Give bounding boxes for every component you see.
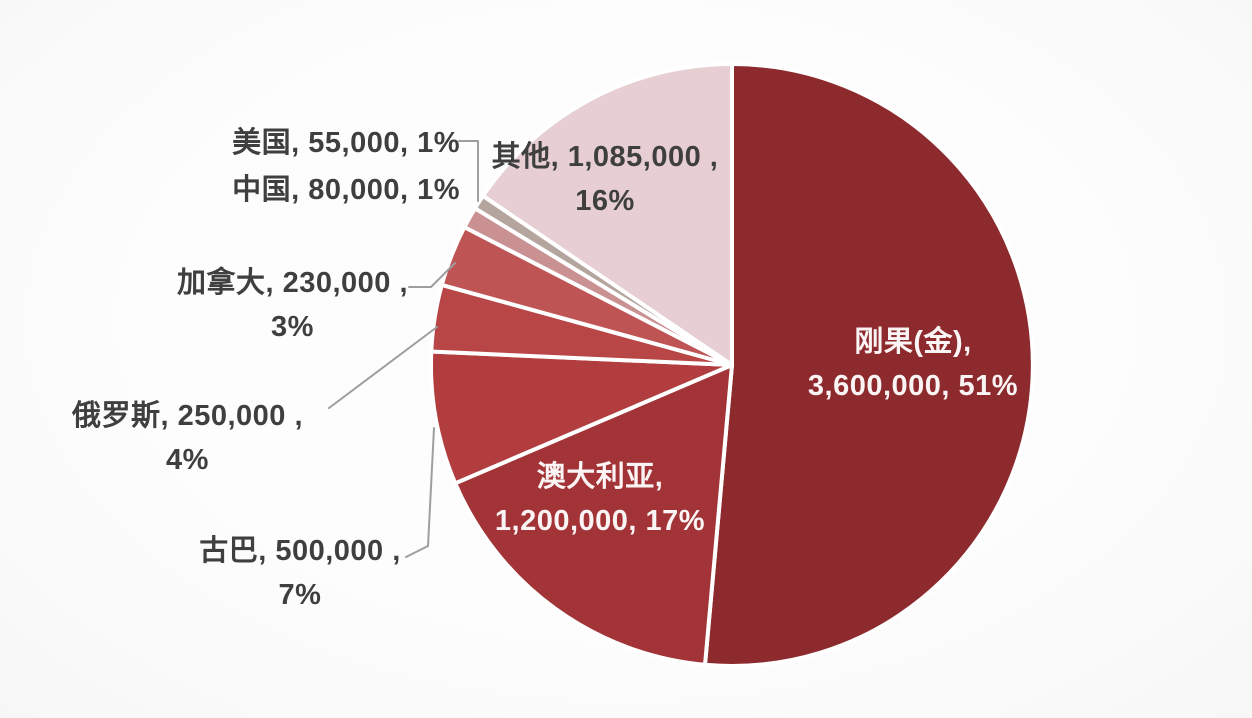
- slice-label-others-line2: 16%: [575, 184, 635, 217]
- slice-label-russia-line2: 4%: [166, 443, 209, 476]
- leader-line-cuba: [405, 427, 435, 558]
- slice-label-australia-line2: 1,200,000, 17%: [494, 504, 706, 537]
- pie-slice-7: [481, 62, 734, 367]
- slice-label-congo-line1: 刚果(金),: [854, 326, 972, 358]
- slice-label-others-line1: 其他, 1,085,000 ,: [491, 141, 719, 173]
- slice-label-canada-line1: 加拿大, 230,000 ,: [176, 267, 409, 299]
- pie-slice-1: [453, 363, 734, 667]
- pie-wedges: [428, 62, 1035, 668]
- slice-label-cuba: 古巴, 500,000 , 7%: [170, 530, 430, 617]
- leader-lines: [328, 140, 479, 558]
- slice-label-congo-line2: 3,600,000, 51%: [807, 369, 1019, 402]
- pie-slice-0: [703, 62, 1035, 668]
- slice-label-china-line1: 中国, 80,000, 1%: [232, 174, 460, 206]
- pie-slice-2: [428, 349, 734, 486]
- slice-label-australia: 澳大利亚, 1,200,000, 17%: [468, 456, 732, 543]
- slice-label-cuba-line1: 古巴, 500,000 ,: [199, 535, 401, 567]
- leader-line-canada: [408, 262, 456, 288]
- leader-line-russia: [328, 326, 438, 409]
- slice-label-usa: 美国, 55,000, 1%: [205, 122, 460, 166]
- slice-label-canada-line2: 3%: [271, 310, 314, 343]
- slice-label-others: 其他, 1,085,000 , 16%: [473, 136, 737, 223]
- slice-label-usa-line1: 美国, 55,000, 1%: [232, 127, 460, 159]
- slice-label-cuba-line2: 7%: [278, 578, 322, 611]
- slice-label-congo: 刚果(金), 3,600,000, 51%: [783, 321, 1043, 408]
- slice-label-russia: 俄罗斯, 250,000 , 4%: [45, 395, 330, 482]
- slice-label-canada: 加拿大, 230,000 , 3%: [150, 262, 435, 349]
- slice-label-russia-line1: 俄罗斯, 250,000 ,: [71, 400, 304, 432]
- leader-line-usa: [458, 140, 479, 202]
- slice-label-china: 中国, 80,000, 1%: [205, 169, 460, 213]
- slice-label-australia-line1: 澳大利亚,: [536, 461, 664, 493]
